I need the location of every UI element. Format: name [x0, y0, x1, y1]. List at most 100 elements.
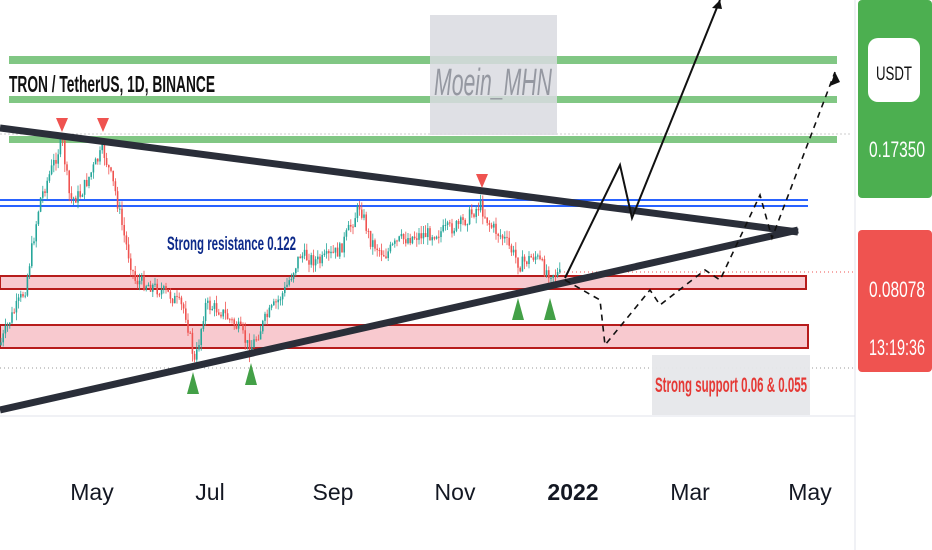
candle	[66, 164, 68, 171]
candle	[70, 193, 73, 199]
candle	[273, 301, 275, 306]
candle	[255, 339, 257, 341]
candle	[42, 191, 44, 198]
candle	[394, 240, 396, 244]
candle	[226, 313, 229, 320]
candle	[215, 303, 218, 313]
candle	[409, 238, 411, 244]
candle	[299, 256, 301, 259]
candle	[9, 322, 11, 325]
candle	[501, 235, 504, 239]
candle	[416, 238, 418, 240]
candle	[46, 180, 48, 194]
candle	[158, 294, 161, 296]
candle	[297, 256, 299, 269]
candle	[512, 249, 515, 253]
candle	[0, 342, 2, 345]
candle	[504, 236, 506, 239]
candle	[123, 224, 125, 236]
candle	[136, 280, 139, 285]
candle	[138, 280, 141, 285]
candle	[132, 270, 134, 272]
candle	[407, 238, 409, 244]
currency-chip[interactable]	[868, 38, 920, 102]
candle	[167, 289, 169, 292]
candle	[211, 308, 213, 311]
candle	[233, 319, 235, 326]
candle	[264, 313, 266, 321]
candle	[231, 319, 233, 321]
candle	[44, 191, 46, 194]
candle	[510, 245, 513, 253]
x-tick-label: 2022	[547, 479, 598, 505]
candle	[149, 284, 152, 292]
candle	[301, 255, 304, 259]
candle	[292, 273, 295, 279]
support-zone	[0, 324, 809, 349]
candle	[79, 191, 81, 197]
candle	[508, 237, 510, 246]
candle	[413, 236, 416, 239]
candle	[523, 256, 526, 262]
currency-label[interactable]: USDT	[876, 64, 912, 85]
candle	[209, 300, 211, 311]
candle	[350, 224, 352, 227]
candle	[537, 255, 539, 257]
candle	[378, 250, 381, 252]
candle	[163, 286, 165, 290]
candle	[361, 209, 363, 218]
candle	[143, 275, 145, 290]
candle	[495, 223, 497, 234]
candle	[424, 233, 427, 238]
candle	[532, 257, 535, 260]
candle	[515, 249, 517, 258]
candle	[169, 291, 172, 299]
candle	[103, 144, 106, 159]
candle	[57, 154, 59, 164]
candle	[207, 300, 209, 303]
candle	[543, 259, 546, 276]
candle	[398, 236, 400, 241]
candle	[354, 218, 356, 228]
candle	[372, 240, 374, 247]
candle	[37, 211, 40, 225]
candle	[442, 225, 444, 232]
candle	[328, 251, 330, 254]
candle	[317, 256, 319, 260]
candle	[116, 191, 119, 209]
candle	[182, 304, 185, 309]
candle	[152, 284, 154, 292]
candle	[314, 259, 317, 266]
candle	[20, 294, 22, 298]
candle	[352, 226, 354, 228]
candle	[288, 280, 290, 285]
candle	[534, 256, 537, 260]
candle	[281, 293, 284, 300]
candle	[345, 230, 348, 237]
candle	[475, 208, 477, 217]
candle	[178, 296, 180, 298]
candle	[552, 275, 554, 278]
candle	[277, 299, 279, 303]
candle	[325, 251, 328, 254]
x-tick-label: Jul	[195, 479, 224, 505]
candle	[490, 224, 493, 228]
candle	[97, 158, 99, 162]
candle	[235, 325, 238, 329]
candle	[81, 194, 84, 197]
candle	[147, 284, 150, 287]
candle	[92, 164, 95, 173]
pivot-low-marker	[544, 298, 556, 320]
bullish-projection-path	[564, 0, 721, 279]
candle	[189, 332, 191, 334]
candle	[539, 255, 541, 260]
candle	[200, 328, 202, 346]
projection-arrow-head	[712, 0, 722, 9]
candle	[365, 214, 367, 231]
candle	[141, 275, 143, 281]
candle	[380, 250, 383, 256]
candle	[400, 233, 403, 237]
candle	[334, 247, 337, 253]
candle	[343, 236, 345, 253]
